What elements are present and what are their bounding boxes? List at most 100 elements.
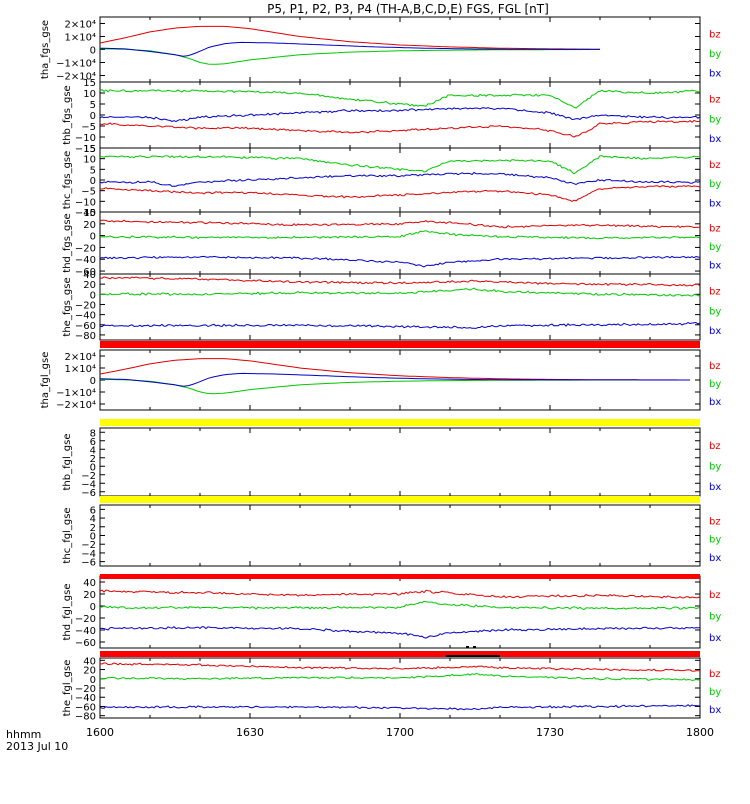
y-tick-label: 40 — [83, 270, 96, 281]
y-tick-label: 1×10⁴ — [65, 364, 96, 375]
legend-by: by — [709, 242, 721, 253]
series-line-bz — [99, 25, 600, 50]
y-tick-label: 0 — [90, 111, 96, 122]
legend-bz: bz — [709, 590, 721, 601]
legend-bx: bx — [709, 482, 721, 493]
y-tick-label: 4 — [90, 445, 96, 456]
black-mark — [473, 646, 476, 648]
series-line-bz — [99, 589, 701, 599]
status-bar-red — [100, 574, 700, 579]
panel-frame — [99, 504, 701, 567]
black-mark — [466, 646, 469, 648]
legend-bx: bx — [709, 326, 721, 337]
y-tick-label: −20 — [75, 614, 96, 625]
series-line-by — [99, 287, 701, 298]
y-tick-label: 10 — [83, 89, 96, 100]
y-tick-label: −2 — [81, 540, 96, 551]
legend-bx: bx — [709, 705, 721, 716]
y-tick-label: 20 — [83, 280, 96, 291]
series-line-bz — [99, 185, 701, 202]
series-line-bx — [99, 626, 701, 639]
legend-bz: bz — [709, 516, 721, 527]
black-mark — [446, 655, 500, 657]
legend-bz: bz — [709, 224, 721, 235]
series-line-bx — [99, 107, 701, 123]
footer-layer: hhmm 2013 Jul 10 — [6, 728, 68, 753]
y-tick-label: 0 — [90, 376, 96, 387]
legend-bx: bx — [709, 397, 721, 408]
y-tick-label: −20 — [75, 300, 96, 311]
series-line-by — [100, 48, 600, 65]
y-tick-label: 10 — [83, 155, 96, 166]
y-tick-label: −40 — [75, 626, 96, 637]
series-line-by — [99, 155, 701, 175]
series-line-bx — [99, 321, 701, 329]
y-tick-label: 5 — [90, 100, 96, 111]
legend-bz: bz — [709, 160, 721, 171]
y-tick-label: −80 — [75, 712, 96, 723]
x-axis-label-date: 2013 Jul 10 — [6, 740, 68, 753]
y-tick-label: −10 — [75, 197, 96, 208]
y-tick-label: −20 — [75, 684, 96, 695]
y-axis-label-thd_fgl: thd_fgl_gse — [62, 584, 73, 641]
legend-bz: bz — [709, 287, 721, 298]
legend-by: by — [709, 306, 721, 317]
y-tick-label: −5 — [81, 122, 96, 133]
y-tick-label: 2×10⁴ — [65, 20, 96, 31]
y-tick-label: 0 — [90, 290, 96, 301]
x-tick-label: 1600 — [86, 726, 114, 739]
legend-by: by — [709, 179, 721, 190]
panel-tha_fgs: 2×10⁴ 1×10⁴ 0 −1×10⁴ −2×10⁴ tha_fgs_gse bz by bx — [40, 16, 721, 83]
status-bar-yellow — [100, 496, 700, 503]
y-tick-label: −15 — [75, 144, 96, 155]
y-tick-label: −60 — [75, 267, 96, 278]
y-tick-label: −15 — [75, 208, 96, 219]
y-tick-label: 40 — [83, 578, 96, 589]
y-tick-label: 0 — [90, 675, 96, 686]
y-axis-label-thd_fgs: thd_fgs_gse — [62, 213, 73, 272]
legend-by: by — [709, 49, 721, 60]
y-tick-label: 0 — [90, 602, 96, 613]
legend-bz: bz — [709, 669, 721, 680]
series-line-bz — [99, 119, 701, 138]
y-tick-label: 0 — [90, 46, 96, 57]
y-tick-label: −2×10⁴ — [56, 400, 96, 411]
legend-bx: bx — [709, 553, 721, 564]
legend-bz: bz — [709, 95, 721, 106]
y-axis-label-thb_fgl: thb_fgl_gse — [62, 434, 73, 491]
series-line-bx — [99, 372, 690, 387]
legend-by: by — [709, 612, 721, 623]
y-axis-label-the_fgs: the_fgs_gse — [62, 277, 73, 336]
y-tick-label: 40 — [83, 208, 96, 219]
series-line-by — [99, 673, 701, 681]
y-tick-label: −60 — [75, 321, 96, 332]
panel-frame — [99, 427, 701, 497]
y-axis-label-thb_fgs: thb_fgs_gse — [62, 85, 73, 144]
series-line-by — [99, 230, 701, 240]
y-tick-label: 15 — [83, 78, 96, 89]
y-tick-label: −40 — [75, 311, 96, 322]
status-bar-red — [100, 341, 700, 348]
y-tick-label: −20 — [75, 243, 96, 254]
legend-bz: bz — [709, 441, 721, 452]
y-tick-label: −80 — [75, 331, 96, 342]
legend-by: by — [709, 687, 721, 698]
y-tick-label: 6 — [90, 505, 96, 516]
y-tick-label: 15 — [83, 144, 96, 155]
status-bar-yellow — [100, 419, 700, 426]
y-tick-label: −1×10⁴ — [56, 59, 96, 70]
y-tick-label: −4 — [81, 549, 96, 560]
legend-by: by — [709, 461, 721, 472]
series-line-bz — [99, 276, 701, 287]
y-tick-label: −2 — [81, 471, 96, 482]
y-tick-label: −40 — [75, 693, 96, 704]
y-tick-label: −1×10⁴ — [56, 388, 96, 399]
y-tick-label: 1×10⁴ — [65, 33, 96, 44]
y-tick-label: 0 — [90, 232, 96, 243]
legend-bz: bz — [709, 361, 721, 372]
